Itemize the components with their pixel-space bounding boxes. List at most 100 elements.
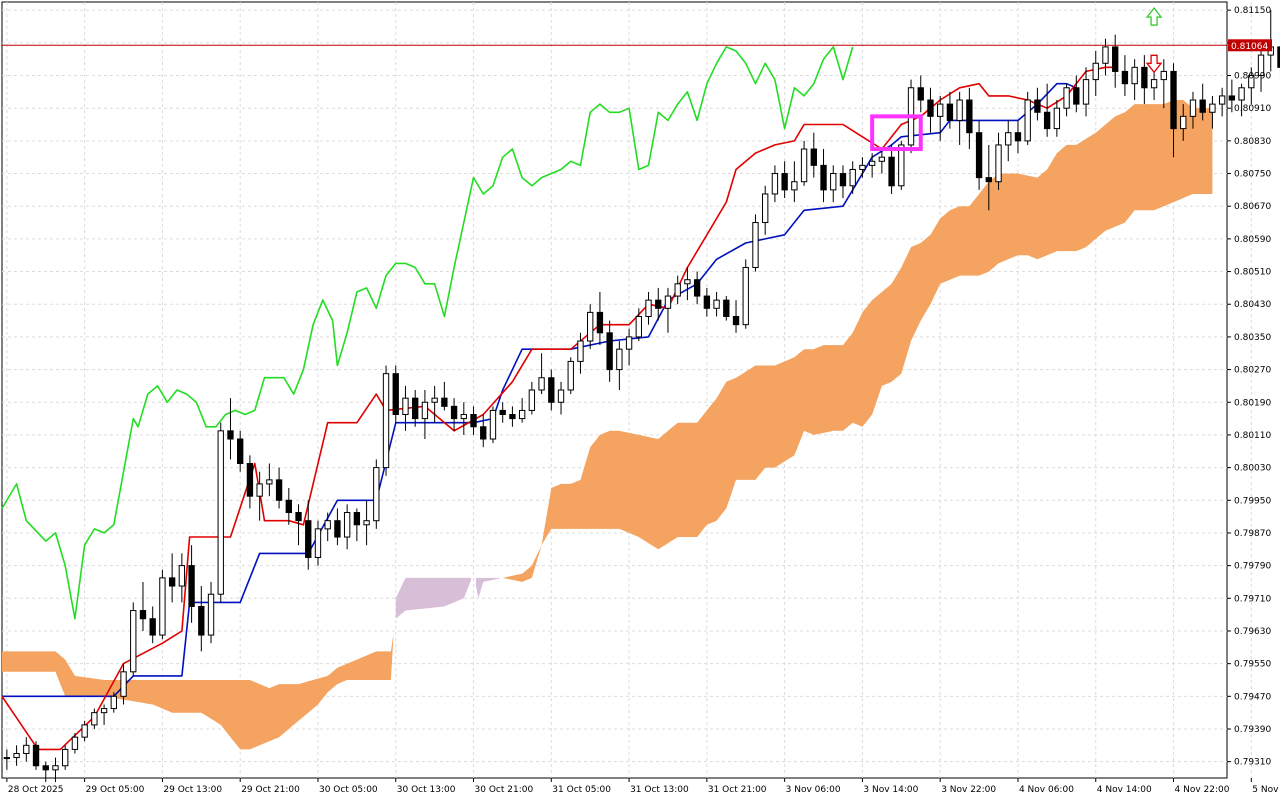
candle [1121, 55, 1129, 96]
candle-body-bull [178, 565, 186, 587]
candle [382, 365, 390, 476]
candle-body-bear [606, 332, 613, 371]
candle-body-bear [888, 156, 895, 187]
candle [256, 471, 263, 521]
candle-body-bear [966, 99, 973, 134]
candle-body-bull [159, 577, 166, 636]
candle-body-bull [71, 736, 79, 750]
x-tick-label: 4 Nov 06:00 [1019, 785, 1074, 795]
y-tick-label: 0.80030 [1234, 464, 1271, 474]
candle-body-bull [868, 160, 876, 166]
candle-body-bear [32, 744, 40, 767]
candle-body-bull [771, 173, 779, 195]
x-tick-label: 30 Oct 21:00 [475, 785, 534, 795]
highlight-box [870, 114, 923, 152]
x-tick-label: 31 Oct 13:00 [630, 785, 689, 795]
candle [771, 165, 779, 203]
candle-body-bear [1034, 99, 1041, 113]
candle [305, 500, 312, 570]
candle [237, 430, 244, 472]
candle-body-bull [1150, 79, 1158, 89]
candle-body-bull [528, 389, 536, 411]
candle-body-bull [567, 360, 574, 391]
candle [567, 357, 574, 395]
candle-body-bull [52, 765, 59, 771]
candle-body-bull [217, 430, 224, 595]
y-tick-label: 0.80990 [1234, 72, 1271, 82]
y-tick-label: 0.80510 [1234, 268, 1271, 278]
y-tick-label: 0.79390 [1234, 725, 1271, 735]
candle [3, 749, 11, 770]
candle [1141, 55, 1148, 105]
candle-body-bull [674, 283, 681, 297]
candle [868, 153, 876, 178]
candle-body-bull [762, 193, 769, 224]
x-tick-label: 29 Oct 21:00 [241, 785, 300, 795]
candle [1092, 51, 1099, 96]
y-tick-label: 0.80190 [1234, 398, 1271, 408]
candle [266, 463, 273, 497]
candle [975, 120, 983, 190]
y-tick-label: 0.80910 [1234, 104, 1271, 114]
candle-body-bear [693, 279, 701, 297]
candle-body-bear [820, 164, 827, 191]
candle [23, 737, 30, 762]
candle [402, 385, 409, 431]
axes: 0.811500.810700.809900.809100.808300.807… [6, 6, 1280, 795]
candle-body-bull [100, 708, 108, 714]
candle [587, 304, 594, 350]
candle [878, 149, 886, 174]
candle-body-bull [1063, 87, 1070, 109]
candle [937, 95, 944, 141]
y-tick-label: 0.81150 [1234, 6, 1271, 16]
y-tick-label: 0.80830 [1234, 137, 1271, 147]
candle-body-bear [1121, 70, 1129, 85]
candle-body-bull [752, 222, 759, 268]
candle-body-bull [3, 757, 11, 760]
x-tick-label: 30 Oct 05:00 [319, 785, 378, 795]
candle-body-bull [1160, 70, 1167, 81]
candle [1034, 87, 1041, 121]
candle [956, 91, 963, 145]
candle-body-bear [499, 409, 506, 416]
candle [130, 602, 137, 676]
candle [441, 381, 448, 411]
candle [995, 132, 1002, 190]
candle [1180, 104, 1187, 141]
candle [1024, 91, 1031, 145]
candle-body-bull [684, 279, 691, 285]
candle [577, 332, 584, 374]
cloud-bearish [476, 577, 501, 599]
candle [139, 581, 147, 631]
candle-body-bull [587, 311, 594, 342]
candle-body-bull [995, 144, 1002, 183]
candle [373, 459, 380, 529]
candle-body-bull [256, 483, 263, 497]
candle [752, 214, 759, 272]
candle-body-bear [480, 426, 487, 440]
candle-body-bull [635, 315, 642, 338]
current-price-tag: 0.81064 [1228, 39, 1272, 52]
candle [71, 733, 79, 754]
candle-body-bear [275, 479, 283, 501]
candle [198, 586, 205, 652]
candle-body-bear [1170, 70, 1177, 130]
candle [1199, 83, 1206, 121]
cloud-bearish [395, 577, 472, 619]
candle-body-bear [295, 512, 302, 522]
candle [810, 132, 817, 178]
candle-body-bear [781, 173, 788, 191]
candle [353, 508, 361, 542]
candle [13, 745, 20, 766]
candle-body-bull [742, 266, 749, 326]
grid [1, 1, 1252, 779]
candle-body-bull [616, 348, 623, 371]
candle [52, 757, 59, 783]
candle-body-bull [878, 156, 886, 162]
candle-body-bull [538, 377, 545, 391]
candle [91, 708, 98, 729]
candle [538, 353, 545, 395]
candle [1189, 91, 1197, 129]
candle-body-bear [732, 315, 740, 326]
